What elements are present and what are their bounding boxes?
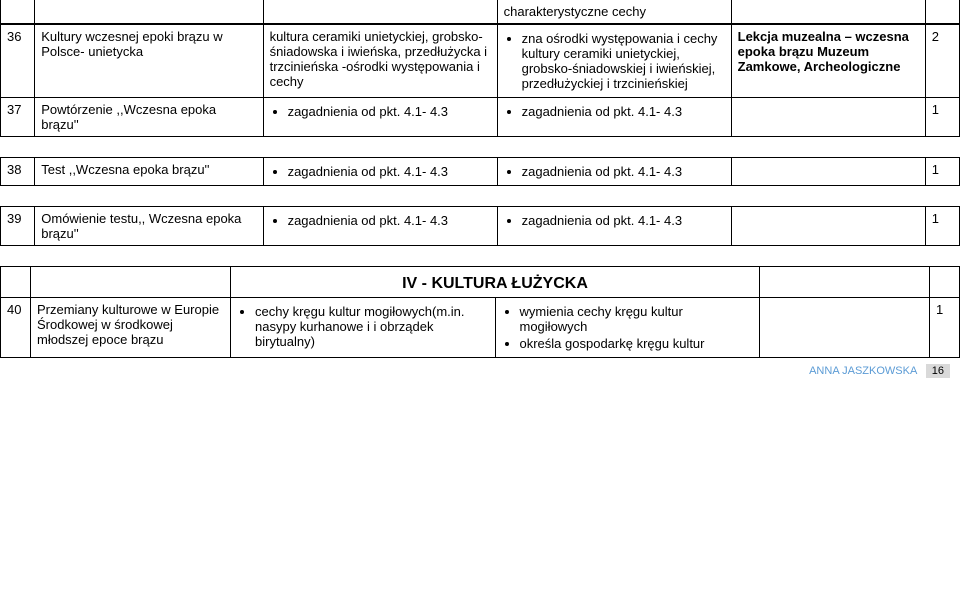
list: zagadnienia od pkt. 4.1- 4.3 [504,213,725,228]
cell-topic: Powtórzenie ,,Wczesna epoka brązu'' [35,98,263,137]
cell-hrs: 1 [925,158,959,186]
list-item: zagadnienia od pkt. 4.1- 4.3 [288,213,491,228]
list: zagadnienia od pkt. 4.1- 4.3 [504,104,725,119]
cell-col3: zagadnienia od pkt. 4.1- 4.3 [263,158,497,186]
table-38: 38 Test ,,Wczesna epoka brązu'' zagadnie… [0,157,960,186]
cell-num: 38 [1,158,35,186]
list: zagadnienia od pkt. 4.1- 4.3 [270,104,491,119]
cell-num: 36 [1,25,35,98]
list-item: zagadnienia od pkt. 4.1- 4.3 [522,164,725,179]
cell-col5 [731,158,925,186]
fragment-table: charakterystyczne cechy [0,0,960,24]
table-section-40: IV - KULTURA ŁUŻYCKA 40 Przemiany kultur… [0,266,960,358]
list: zagadnienia od pkt. 4.1- 4.3 [270,164,491,179]
cell-num [1,267,31,298]
table-row: 36 Kultury wczesnej epoki brązu w Polsce… [1,25,960,98]
table-36-37: 36 Kultury wczesnej epoki brązu w Polsce… [0,24,960,137]
cell-num: 40 [1,298,31,358]
list-item: zagadnienia od pkt. 4.1- 4.3 [288,164,491,179]
table-row: 39 Omówienie testu,, Wczesna epoka brązu… [1,207,960,246]
list-item: cechy kręgu kultur mogiłowych(m.in. nasy… [255,304,489,349]
list-item: zna ośrodki występowania i cechy kultury… [522,31,725,91]
list-item: określa gospodarkę kręgu kultur [520,336,754,351]
cell-hrs [925,0,959,24]
cell-topic [35,0,263,24]
list-item: zagadnienia od pkt. 4.1- 4.3 [522,104,725,119]
page-footer: ANNA JASZKOWSKA 16 [0,358,960,378]
cell-col5 [731,0,925,24]
section-title: IV - KULTURA ŁUŻYCKA [231,267,760,298]
table-row: 38 Test ,,Wczesna epoka brązu'' zagadnie… [1,158,960,186]
list: zagadnienia od pkt. 4.1- 4.3 [270,213,491,228]
cell-col4: wymienia cechy kręgu kultur mogiłowych o… [495,298,760,358]
footer-page-number: 16 [926,364,950,378]
cell-col5: Lekcja muzealna – wczesna epoka brązu Mu… [731,25,925,98]
list-item: zagadnienia od pkt. 4.1- 4.3 [288,104,491,119]
cell-hrs: 1 [925,98,959,137]
cell-col4: zagadnienia od pkt. 4.1- 4.3 [497,207,731,246]
list: zna ośrodki występowania i cechy kultury… [504,31,725,91]
footer-author: ANNA JASZKOWSKA [809,365,917,377]
cell-col4: zna ośrodki występowania i cechy kultury… [497,25,731,98]
cell-num: 37 [1,98,35,137]
cell-topic: Przemiany kulturowe w Europie Środkowej … [31,298,231,358]
table-39: 39 Omówienie testu,, Wczesna epoka brązu… [0,206,960,246]
list-item: zagadnienia od pkt. 4.1- 4.3 [522,213,725,228]
cell-num [1,0,35,24]
cell-col3 [263,0,497,24]
cell-hrs: 1 [930,298,960,358]
spacer [0,186,960,206]
list: cechy kręgu kultur mogiłowych(m.in. nasy… [237,304,489,349]
cell-col4: zagadnienia od pkt. 4.1- 4.3 [497,158,731,186]
cell-col5 [731,98,925,137]
list: zagadnienia od pkt. 4.1- 4.3 [504,164,725,179]
cell-hrs: 1 [925,207,959,246]
spacer [0,137,960,157]
lesson-note: Lekcja muzealna – wczesna epoka brązu Mu… [738,29,909,74]
cell-col3: cechy kręgu kultur mogiłowych(m.in. nasy… [231,298,496,358]
cell-col5 [760,267,930,298]
table-row: charakterystyczne cechy [1,0,960,24]
cell-topic [31,267,231,298]
cell-topic: Test ,,Wczesna epoka brązu'' [35,158,263,186]
cell-col3: kultura ceramiki unietyckiej, grobsko-śn… [263,25,497,98]
cell-num: 39 [1,207,35,246]
section-row: IV - KULTURA ŁUŻYCKA [1,267,960,298]
cell-topic: Kultury wczesnej epoki brązu w Polsce- u… [35,25,263,98]
spacer [0,246,960,266]
cell-col5 [731,207,925,246]
cell-hrs: 2 [925,25,959,98]
table-row: 40 Przemiany kulturowe w Europie Środkow… [1,298,960,358]
cell-col3: zagadnienia od pkt. 4.1- 4.3 [263,98,497,137]
cell-topic: Omówienie testu,, Wczesna epoka brązu'' [35,207,263,246]
cell-col4: zagadnienia od pkt. 4.1- 4.3 [497,98,731,137]
cell-hrs [930,267,960,298]
cell-col5 [760,298,930,358]
list: wymienia cechy kręgu kultur mogiłowych o… [502,304,754,351]
cell-col3: zagadnienia od pkt. 4.1- 4.3 [263,207,497,246]
list-item: wymienia cechy kręgu kultur mogiłowych [520,304,754,334]
cell-col4: charakterystyczne cechy [497,0,731,24]
table-row: 37 Powtórzenie ,,Wczesna epoka brązu'' z… [1,98,960,137]
